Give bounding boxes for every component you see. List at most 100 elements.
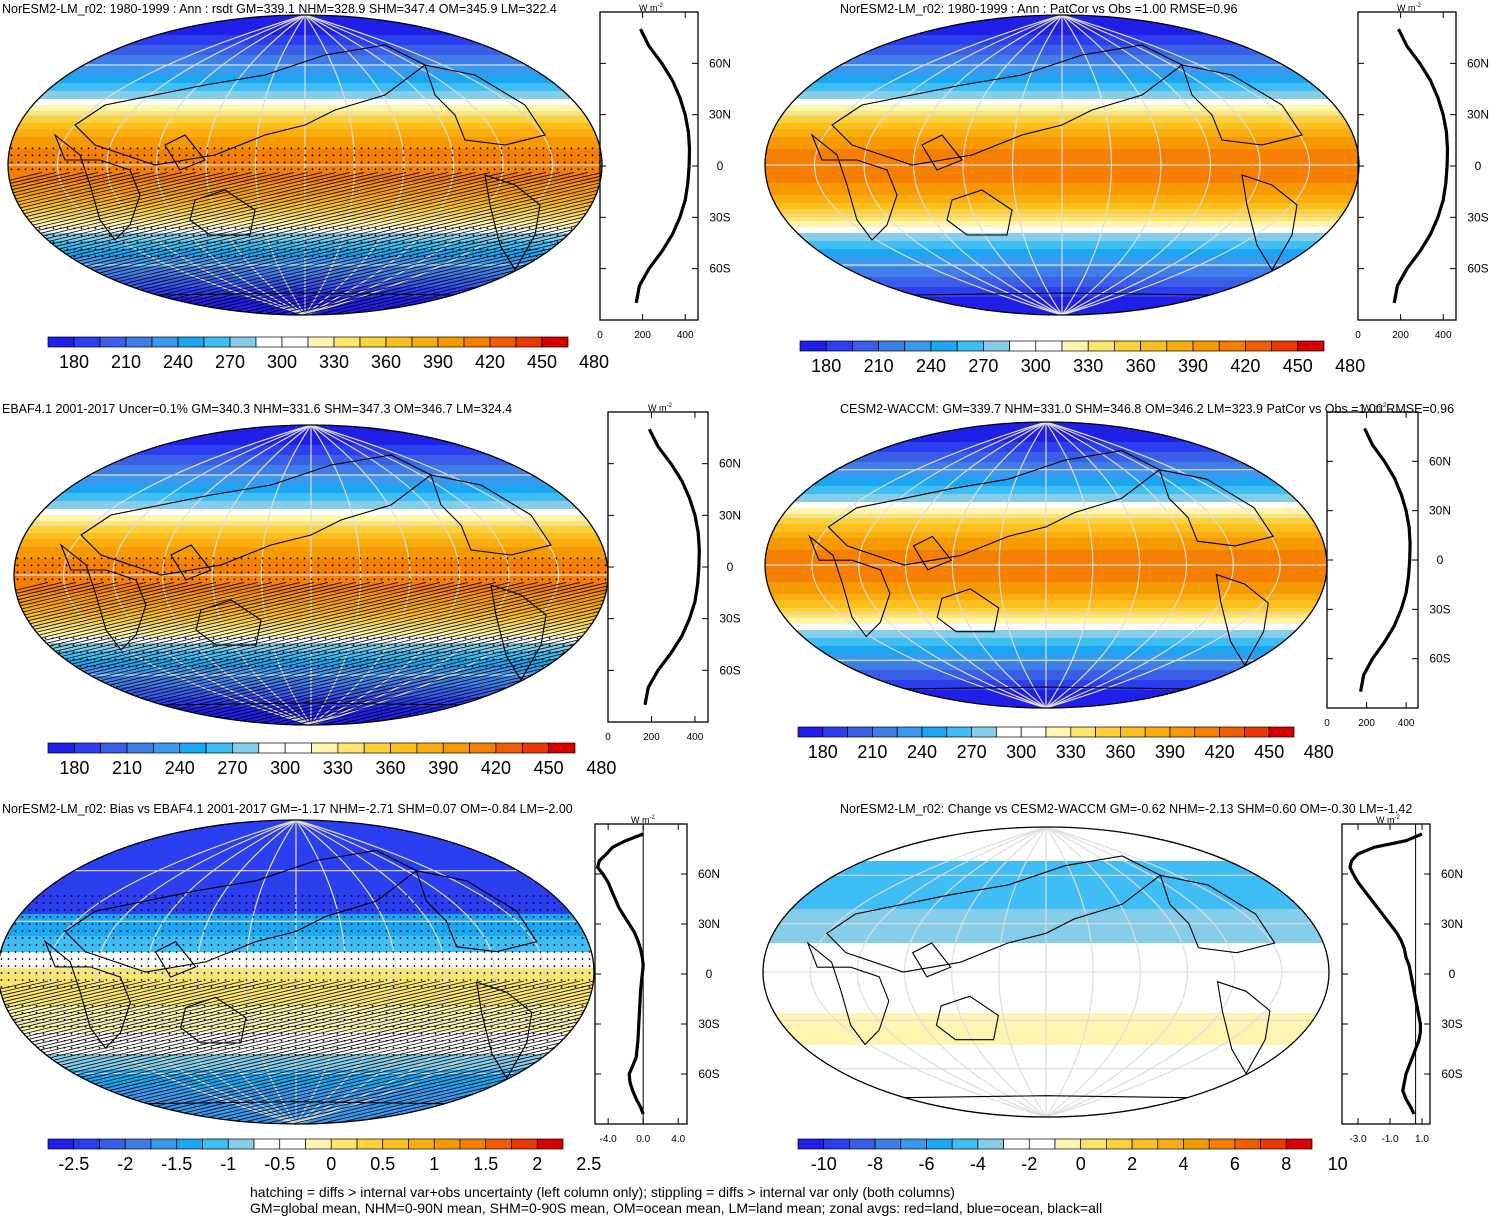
stipple-dot bbox=[113, 951, 115, 953]
stipple-dot bbox=[326, 241, 328, 243]
stipple-dot bbox=[358, 958, 360, 960]
stipple-dot bbox=[115, 644, 117, 646]
stipple-dot bbox=[225, 944, 227, 946]
stipple-dot bbox=[505, 916, 507, 918]
stipple-dot bbox=[8, 909, 10, 911]
stipple-dot bbox=[123, 248, 125, 250]
stipple-dot bbox=[116, 154, 118, 156]
stipple-dot bbox=[197, 986, 199, 988]
stipple-dot bbox=[540, 937, 542, 939]
stipple-dot bbox=[549, 564, 551, 566]
stipple-dot bbox=[424, 168, 426, 170]
stipple-dot bbox=[456, 1019, 458, 1021]
stipple-dot bbox=[22, 1047, 24, 1049]
stipple-dot bbox=[372, 1033, 374, 1035]
stipple-dot bbox=[295, 972, 297, 974]
stipple-dot bbox=[164, 557, 166, 559]
stipple-dot bbox=[214, 168, 216, 170]
stipple-dot bbox=[71, 979, 73, 981]
stipple-dot bbox=[589, 972, 591, 974]
stipple-dot bbox=[232, 1040, 234, 1042]
stipple-dot bbox=[183, 986, 185, 988]
stipple-dot bbox=[570, 637, 572, 639]
stipple-dot bbox=[414, 944, 416, 946]
stipple-dot bbox=[57, 1026, 59, 1028]
hatch-line bbox=[642, 981, 750, 1124]
stipple-dot bbox=[563, 557, 565, 559]
stipple-dot bbox=[311, 637, 313, 639]
stipple-dot bbox=[547, 1019, 549, 1021]
stipple-dot bbox=[437, 564, 439, 566]
stipple-dot bbox=[256, 227, 258, 229]
stipple-dot bbox=[122, 644, 124, 646]
stipple-dot bbox=[234, 637, 236, 639]
stipple-dot bbox=[491, 1026, 493, 1028]
stipple-dot bbox=[512, 1026, 514, 1028]
stipple-dot bbox=[253, 895, 255, 897]
stipple-dot bbox=[274, 902, 276, 904]
stipple-dot bbox=[192, 658, 194, 660]
stipple-dot bbox=[375, 255, 377, 257]
stipple-dot bbox=[288, 986, 290, 988]
stipple-dot bbox=[330, 986, 332, 988]
stipple-dot bbox=[274, 944, 276, 946]
stipple-dot bbox=[389, 227, 391, 229]
stipple-dot bbox=[32, 227, 34, 229]
stipple-dot bbox=[577, 637, 579, 639]
stipple-dot bbox=[99, 1054, 101, 1056]
colorbar-tick-label: 270 bbox=[217, 758, 247, 778]
stipple-dot bbox=[276, 665, 278, 667]
colorbar-cell bbox=[872, 727, 897, 737]
stipple-dot bbox=[134, 951, 136, 953]
stipple-dot bbox=[17, 578, 19, 580]
stipple-dot bbox=[232, 958, 234, 960]
stipple-dot bbox=[190, 1040, 192, 1042]
stipple-dot bbox=[353, 665, 355, 667]
stipple-dot bbox=[267, 1019, 269, 1021]
stipple-dot bbox=[421, 1040, 423, 1042]
stipple-dot bbox=[15, 1047, 17, 1049]
stipple-dot bbox=[155, 965, 157, 967]
panel-title: NorESM2-LM_r02: 1980-1999 : Ann : rsdt G… bbox=[2, 2, 557, 16]
stipple-dot bbox=[442, 923, 444, 925]
stipple-dot bbox=[414, 1005, 416, 1007]
stipple-dot bbox=[365, 923, 367, 925]
stipple-dot bbox=[575, 972, 577, 974]
colorbar-cell bbox=[100, 1139, 126, 1149]
stipple-dot bbox=[557, 227, 559, 229]
stipple-dot bbox=[64, 979, 66, 981]
stipple-dot bbox=[428, 944, 430, 946]
stipple-dot bbox=[465, 564, 467, 566]
stipple-dot bbox=[540, 916, 542, 918]
stipple-dot bbox=[470, 1047, 472, 1049]
stipple-dot bbox=[372, 979, 374, 981]
colorbar-tick-label: 210 bbox=[857, 742, 887, 762]
stipple-dot bbox=[465, 665, 467, 667]
stipple-dot bbox=[407, 1012, 409, 1014]
stipple-dot bbox=[316, 944, 318, 946]
stipple-dot bbox=[253, 1047, 255, 1049]
stipple-dot bbox=[36, 930, 38, 932]
stipple-dot bbox=[473, 255, 475, 257]
stipple-dot bbox=[535, 644, 537, 646]
stipple-dot bbox=[192, 571, 194, 573]
stipple-dot bbox=[302, 1040, 304, 1042]
stipple-dot bbox=[449, 916, 451, 918]
stipple-dot bbox=[176, 1040, 178, 1042]
stipple-dot bbox=[218, 1019, 220, 1021]
stipple-dot bbox=[414, 965, 416, 967]
stipple-dot bbox=[505, 965, 507, 967]
stipple-dot bbox=[108, 658, 110, 660]
stipple-dot bbox=[134, 916, 136, 918]
stipple-dot bbox=[169, 986, 171, 988]
stipple-dot bbox=[472, 658, 474, 660]
stipple-dot bbox=[472, 644, 474, 646]
stipple-dot bbox=[358, 1047, 360, 1049]
stipple-dot bbox=[78, 930, 80, 932]
stipple-dot bbox=[498, 1047, 500, 1049]
stipple-dot bbox=[402, 557, 404, 559]
colorbar-cell bbox=[259, 743, 285, 753]
stipple-dot bbox=[407, 965, 409, 967]
stipple-dot bbox=[290, 651, 292, 653]
stipple-dot bbox=[36, 923, 38, 925]
